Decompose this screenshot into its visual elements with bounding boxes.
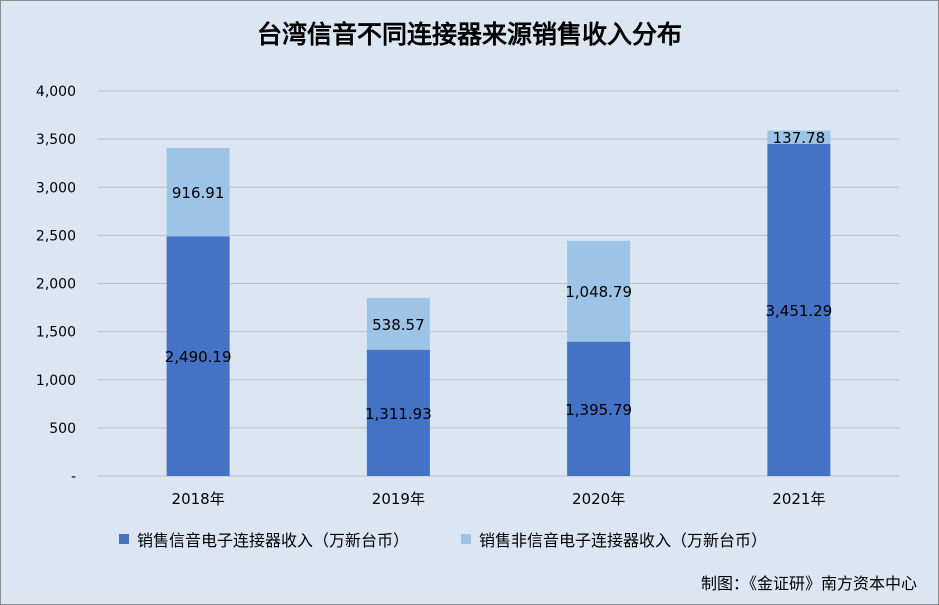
y-tick-label: 3,000 [36,180,76,196]
legend-label-secondary: 销售非信音电子连接器收入（万新台币） [479,531,768,550]
data-label: 2,490.19 [165,348,232,366]
bar-segment [366,297,430,350]
y-tick-label: 3,500 [36,132,76,148]
data-label: 137.78 [773,129,826,147]
x-tick-label: 2019年 [372,490,425,508]
data-label: 916.91 [172,184,225,202]
y-tick-label: 4,000 [36,84,76,100]
bar-segment [166,236,230,476]
bar-segment [366,349,430,476]
x-tick-label: 2020年 [572,490,625,508]
chart-title: 台湾信音不同连接器来源销售收入分布 [256,20,682,49]
chart-credit: 制图：《金证研》南方资本中心 [700,574,917,593]
data-label: 1,048.79 [565,283,632,301]
bar-segment [166,148,230,237]
legend-swatch-primary [119,534,129,544]
data-label: 1,311.93 [365,405,432,423]
chart-legend: 销售信音电子连接器收入（万新台币） 销售非信音电子连接器收入（万新台币） [119,527,767,551]
legend-item-secondary: 销售非信音电子连接器收入（万新台币） [461,527,767,551]
legend-item-primary: 销售信音电子连接器收入（万新台币） [119,527,409,551]
x-tick-label: 2018年 [172,490,225,508]
bar-segment [567,240,631,342]
legend-label-primary: 销售信音电子连接器收入（万新台币） [137,531,410,550]
bar-segment [767,130,831,144]
data-label: 1,395.79 [565,401,632,419]
y-tick-label: 2,500 [36,228,76,244]
y-tick-label: 1,500 [36,325,76,341]
x-tick-label: 2021年 [772,490,825,508]
y-tick-label: 500 [49,421,76,437]
data-label: 538.57 [372,316,425,334]
data-label: 3,451.29 [765,302,832,320]
legend-swatch-secondary [461,534,472,544]
bar-segment [567,341,631,476]
y-tick-label: 2,000 [36,277,76,293]
y-tick-label: 1,000 [36,373,76,389]
bar-chart-plot: - 500 1,000 1,500 2,000 2,500 3,000 3,500 4,000 2… [36,84,899,508]
bar-segment [767,143,831,476]
y-tick-label: - [71,469,76,485]
